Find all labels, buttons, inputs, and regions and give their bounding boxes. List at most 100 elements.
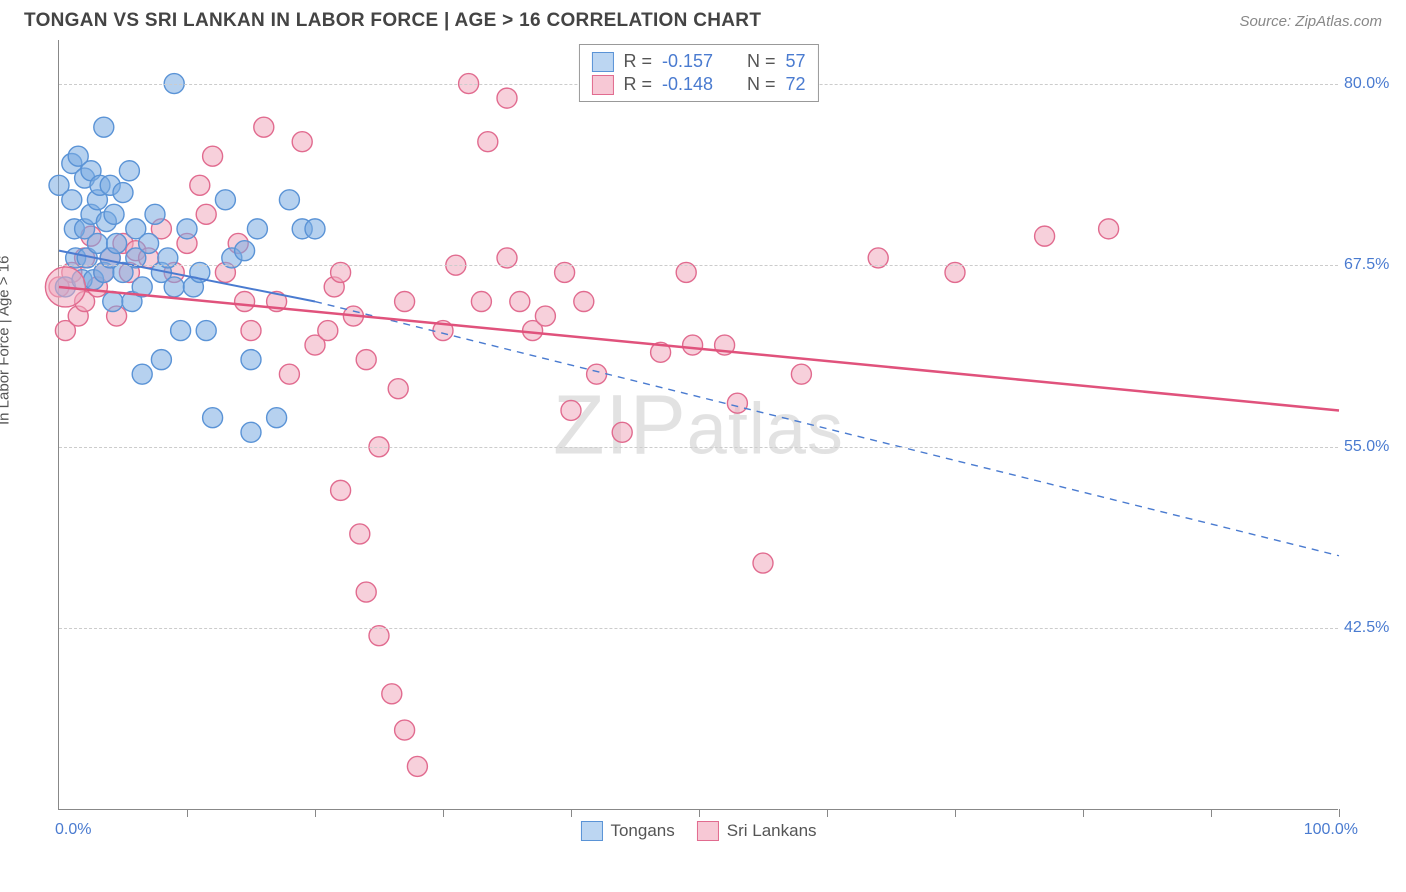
n-value: 57 [786,51,806,72]
scatter-point [535,306,555,326]
scatter-point [791,364,811,384]
scatter-point [395,292,415,312]
scatter-point [279,190,299,210]
scatter-point [107,233,127,253]
trend-line [59,287,1339,410]
scatter-point [1035,226,1055,246]
legend-swatch [580,821,602,841]
gridline [59,447,1338,448]
x-tick [571,809,572,817]
scatter-point [254,117,274,137]
gridline [59,265,1338,266]
scatter-point [561,400,581,420]
scatter-point [177,219,197,239]
legend-series: Tongans Sri Lankans [580,821,816,841]
scatter-point [292,132,312,152]
scatter-point [407,756,427,776]
scatter-point [727,393,747,413]
scatter-point [471,292,491,312]
scatter-point [196,321,216,341]
n-label: N = [747,51,776,72]
scatter-point [151,350,171,370]
scatter-point [104,204,124,224]
scatter-point [203,408,223,428]
legend-swatch [591,75,613,95]
y-tick-label: 80.0% [1344,75,1404,93]
y-tick-label: 55.0% [1344,438,1404,456]
scatter-point [388,379,408,399]
legend-label: Tongans [610,821,674,841]
scatter-point [356,350,376,370]
r-value: -0.148 [662,74,713,95]
r-value: -0.157 [662,51,713,72]
scatter-point [235,292,255,312]
legend-swatch [591,52,613,72]
scatter-point [215,190,235,210]
scatter-point [241,350,261,370]
scatter-point [612,422,632,442]
scatter-point [94,117,114,137]
legend-item: Sri Lankans [697,821,817,841]
x-max-label: 100.0% [1304,821,1358,839]
scatter-point [139,233,159,253]
legend-stat-row: R =-0.148N =72 [591,73,805,96]
x-tick [955,809,956,817]
scatter-point [164,277,184,297]
legend-swatch [697,821,719,841]
scatter-point [190,175,210,195]
scatter-point [305,219,325,239]
scatter-point [587,364,607,384]
scatter-point [171,321,191,341]
scatter-point [331,480,351,500]
x-tick [187,809,188,817]
legend-item: Tongans [580,821,674,841]
scatter-point [247,219,267,239]
gridline [59,628,1338,629]
scatter-point [279,364,299,384]
x-tick [699,809,700,817]
scatter-point [241,321,261,341]
chart-container: In Labor Force | Age > 16 R =-0.157N =57… [24,40,1382,810]
y-axis-label: In Labor Force | Age > 16 [0,256,13,425]
scatter-point [113,183,133,203]
scatter-point [510,292,530,312]
x-tick [443,809,444,817]
x-tick [1339,809,1340,817]
legend-stat-row: R =-0.157N =57 [591,50,805,73]
legend-label: Sri Lankans [727,821,817,841]
scatter-point [145,204,165,224]
scatter-point [119,161,139,181]
scatter-point [683,335,703,355]
scatter-point [62,190,82,210]
plot-area: R =-0.157N =57R =-0.148N =72 ZIPatlas 0.… [58,40,1338,810]
chart-svg [59,40,1338,809]
scatter-point [203,146,223,166]
x-tick [1083,809,1084,817]
legend-stats: R =-0.157N =57R =-0.148N =72 [578,44,818,102]
y-tick-label: 42.5% [1344,619,1404,637]
trend-line-extrapolated [315,302,1339,556]
x-tick [1211,809,1212,817]
y-tick-label: 67.5% [1344,256,1404,274]
scatter-point [478,132,498,152]
x-tick [315,809,316,817]
scatter-point [241,422,261,442]
scatter-point [382,684,402,704]
r-label: R = [623,74,652,95]
chart-header: TONGAN VS SRI LANKAN IN LABOR FORCE | AG… [0,0,1406,40]
x-tick [827,809,828,817]
scatter-point [574,292,594,312]
scatter-point [395,720,415,740]
x-min-label: 0.0% [55,821,91,839]
scatter-point [267,408,287,428]
scatter-point [318,321,338,341]
chart-source: Source: ZipAtlas.com [1239,13,1382,30]
scatter-point [350,524,370,544]
scatter-point [753,553,773,573]
scatter-point [132,364,152,384]
n-label: N = [747,74,776,95]
scatter-point [196,204,216,224]
scatter-point [1099,219,1119,239]
chart-title: TONGAN VS SRI LANKAN IN LABOR FORCE | AG… [24,10,761,32]
scatter-point [497,88,517,108]
